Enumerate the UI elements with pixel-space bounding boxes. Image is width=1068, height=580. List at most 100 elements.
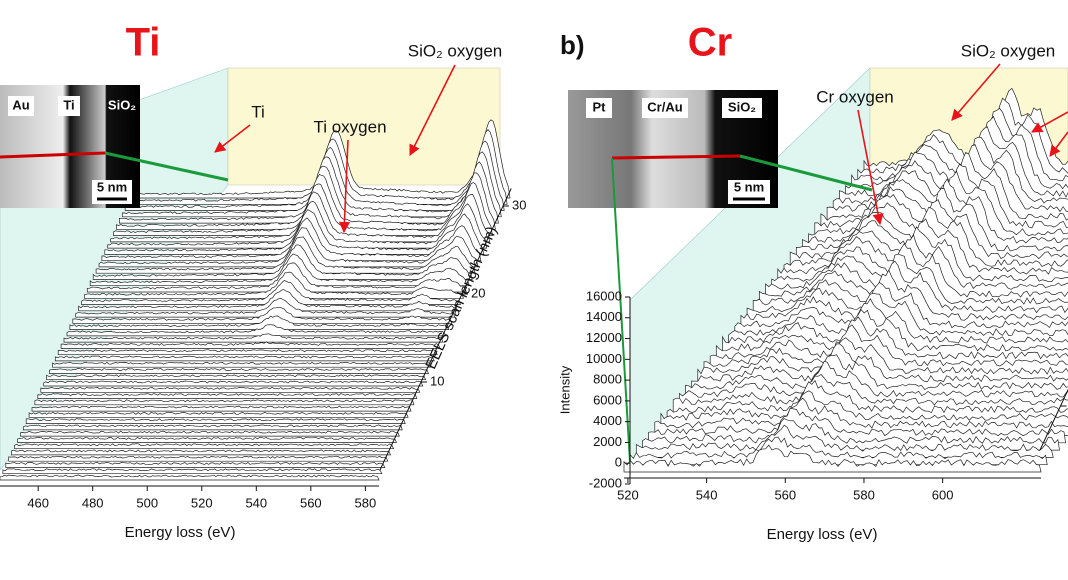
y-tick-label: 2000 <box>593 434 622 449</box>
annotation: SiO₂ oxygen <box>408 41 502 60</box>
x-tick-label: 600 <box>932 487 954 502</box>
label-box <box>8 96 34 116</box>
trace <box>20 430 400 437</box>
annotation: SiO₂ oxygen <box>961 41 1055 60</box>
label-box <box>586 98 612 118</box>
trace <box>11 449 392 456</box>
trace <box>63 333 444 343</box>
x-axis-label: Energy loss (eV) <box>125 524 236 541</box>
annotation: Cr oxygen <box>816 87 893 106</box>
trace <box>40 386 421 393</box>
trace <box>685 354 1068 400</box>
trace <box>666 379 1068 422</box>
label-box <box>642 98 688 118</box>
x-tick-label: 500 <box>136 495 158 510</box>
trace <box>14 443 395 450</box>
trace <box>66 324 447 337</box>
arrow <box>1031 111 1068 133</box>
z-tick-label: 10 <box>430 373 444 388</box>
trace <box>629 436 1048 466</box>
trace <box>75 297 456 318</box>
z-axis <box>379 188 512 471</box>
trace <box>34 399 415 406</box>
arrow <box>338 139 351 234</box>
scale-label: 5 nm <box>734 179 764 194</box>
trace <box>691 343 1068 392</box>
trace <box>623 444 1042 473</box>
trace <box>709 316 1068 371</box>
trace <box>69 315 450 330</box>
guide-line <box>611 157 631 463</box>
trace <box>22 424 403 431</box>
annotation: Ti <box>251 102 265 121</box>
z-tick-label: 30 <box>512 197 526 212</box>
x-tick-label: 520 <box>191 495 213 510</box>
x-tick-label: 480 <box>82 495 104 510</box>
x-tick-label: 520 <box>617 487 639 502</box>
arrow <box>951 63 1001 121</box>
x-tick-label: 560 <box>300 495 322 510</box>
trace <box>635 424 1054 458</box>
trace <box>17 436 398 443</box>
inset-label: Ti <box>63 97 74 112</box>
trace <box>2 468 383 475</box>
trace <box>8 455 389 462</box>
arrow <box>409 64 456 157</box>
panel-ti: Au Ti SiO₂ 5 nm Ti Ti Ti oxygen SiO₂ oxy… <box>0 21 526 541</box>
trace <box>679 360 1068 407</box>
trace <box>672 374 1068 414</box>
y-axis-label: Intensity <box>557 365 572 414</box>
trace <box>72 306 453 324</box>
x-tick-label: 560 <box>774 487 796 502</box>
annotation: Ti oxygen <box>313 117 386 136</box>
trace <box>49 368 430 374</box>
back-wall <box>227 67 501 186</box>
trace <box>60 341 441 349</box>
inset-label: Au <box>12 97 29 112</box>
panel-title: Ti <box>126 21 161 65</box>
arrow <box>1049 131 1068 157</box>
inset-label: Pt <box>593 99 607 114</box>
x-tick-label: 580 <box>853 487 875 502</box>
trace <box>37 393 418 399</box>
y-tick-label: 0 <box>615 455 622 470</box>
inset-label: Cr/Au <box>647 99 682 114</box>
label-box <box>58 96 80 116</box>
trace <box>654 397 1068 436</box>
trace <box>660 390 1068 429</box>
x-tick-label: 540 <box>245 495 267 510</box>
trace <box>31 405 412 412</box>
trace <box>46 374 427 381</box>
trace <box>642 418 1060 451</box>
y-tick-label: 8000 <box>593 372 622 387</box>
y-tick-label: 4000 <box>593 413 622 428</box>
x-tick-label: 580 <box>355 495 377 510</box>
y-tick-label: 12000 <box>586 330 622 345</box>
panel-cr: Pt Cr/Au SiO₂ 5 nm b) Cr Cr oxygen SiO₂ … <box>557 21 1068 543</box>
trace <box>28 411 409 418</box>
trace <box>697 337 1068 385</box>
trace <box>43 380 424 387</box>
scan-line <box>611 154 741 160</box>
label-box <box>722 98 762 118</box>
scan-line <box>0 151 106 159</box>
z-axis <box>1039 388 1068 451</box>
arrow <box>214 124 251 153</box>
x-tick-label: 540 <box>696 487 718 502</box>
arrow <box>857 109 884 226</box>
trace <box>703 324 1068 378</box>
panel-label: b) <box>560 30 585 60</box>
y-tick-label: 10000 <box>586 351 622 366</box>
trace <box>54 355 435 362</box>
trace <box>0 474 380 481</box>
trace <box>648 407 1067 444</box>
y-tick-label: 16000 <box>586 288 622 303</box>
x-tick-label: 460 <box>27 495 49 510</box>
x-axis-label: Energy loss (eV) <box>767 526 878 543</box>
guide-line <box>739 154 873 192</box>
panel-title: Cr <box>688 21 732 65</box>
trace <box>25 418 406 424</box>
y-tick-label: 6000 <box>593 392 622 407</box>
y-tick-label: -2000 <box>589 475 622 490</box>
